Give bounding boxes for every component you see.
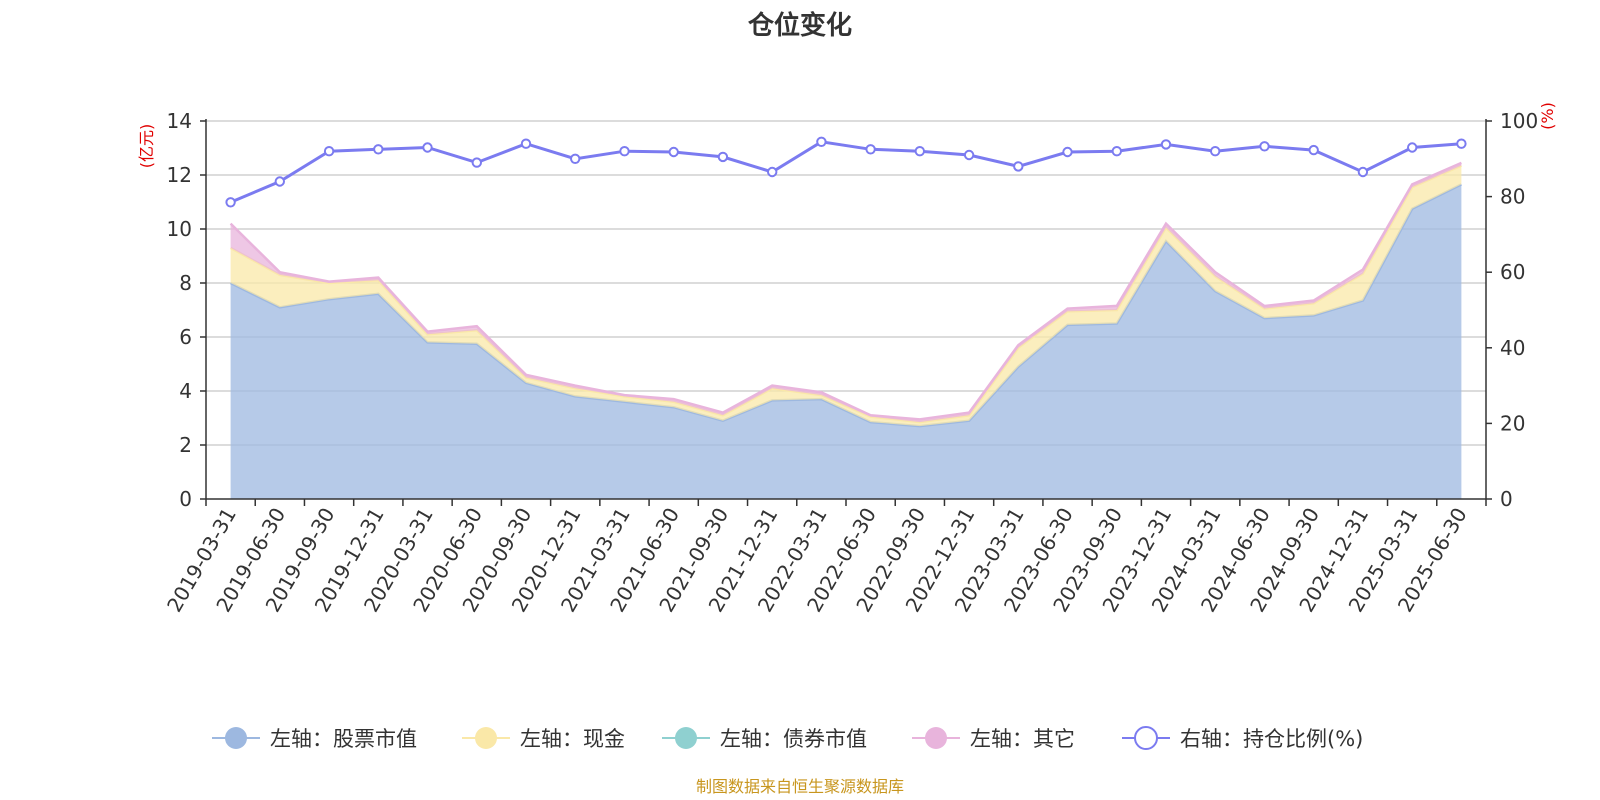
cash-legend-marker	[475, 727, 497, 749]
right-tick-label: 100	[1500, 109, 1538, 133]
data-source-note: 制图数据来自恒生聚源数据库	[696, 777, 904, 796]
ratio-point	[619, 146, 630, 157]
right-tick-label: 20	[1500, 411, 1525, 435]
ratio-point	[1013, 161, 1024, 172]
stock-legend-label: 左轴：股票市值	[270, 727, 417, 751]
left-tick-label: 6	[179, 325, 192, 349]
ratio-legend-label: 右轴：持仓比例(%)	[1180, 727, 1363, 751]
left-tick-label: 0	[179, 487, 192, 511]
left-tick-label: 8	[179, 271, 192, 295]
legend: 左轴：股票市值 左轴：现金 左轴：债券市值 左轴：其它 右轴：持仓比例(%)	[212, 726, 1363, 751]
ratio-point	[520, 138, 532, 149]
ratio-point	[1259, 141, 1270, 152]
ratio-point	[1407, 142, 1418, 153]
stock-area	[230, 184, 1462, 499]
ratio-point	[323, 146, 335, 157]
ratio-point	[767, 166, 778, 178]
right-tick-label: 60	[1500, 260, 1525, 284]
left-tick-label: 14	[167, 109, 192, 133]
stock-legend-marker	[225, 727, 247, 749]
left-tick-label: 10	[167, 217, 192, 241]
ratio-point	[422, 142, 433, 153]
bond-legend-label: 左轴：债券市值	[720, 727, 867, 751]
left-axis-unit: (亿元)	[137, 124, 156, 169]
ratio-point	[225, 197, 236, 208]
ratio-point	[816, 136, 827, 148]
ratio-line-layer	[225, 136, 1467, 208]
ratio-point	[1160, 139, 1172, 150]
right-tick-label: 0	[1500, 487, 1513, 511]
left-tick-label: 4	[179, 379, 192, 403]
right-tick-label: 80	[1500, 185, 1525, 209]
right-tick-label: 40	[1500, 336, 1525, 360]
ratio-point	[717, 151, 729, 163]
bond-legend-marker	[675, 727, 697, 749]
chart-title: 仓位变化	[747, 10, 852, 41]
ratio-point	[570, 153, 581, 165]
left-tick-label: 12	[167, 163, 192, 187]
left-tick-label: 2	[179, 433, 192, 457]
ratio-point	[963, 149, 975, 161]
right-axis-unit: (%)	[1538, 102, 1557, 130]
ratio-point	[1210, 146, 1221, 157]
ratio-point	[1456, 138, 1467, 149]
ratio-point	[1111, 146, 1123, 157]
ratio-line	[230, 140, 1462, 204]
other-legend-label: 左轴：其它	[970, 727, 1075, 751]
ratio-point	[1062, 146, 1073, 158]
ratio-point	[865, 144, 876, 155]
ratio-point	[1357, 166, 1369, 178]
cash-legend-label: 左轴：现金	[520, 727, 625, 751]
ratio-point	[471, 157, 482, 168]
ratio-legend-marker	[1134, 726, 1158, 750]
ratio-point	[274, 176, 285, 187]
area-layer	[229, 161, 1462, 499]
other-legend-marker	[925, 727, 947, 749]
ratio-point	[1308, 144, 1319, 156]
other-edge-line	[229, 161, 1462, 421]
ratio-point	[668, 146, 679, 158]
ratio-point	[914, 146, 925, 157]
ratio-point	[373, 144, 384, 155]
